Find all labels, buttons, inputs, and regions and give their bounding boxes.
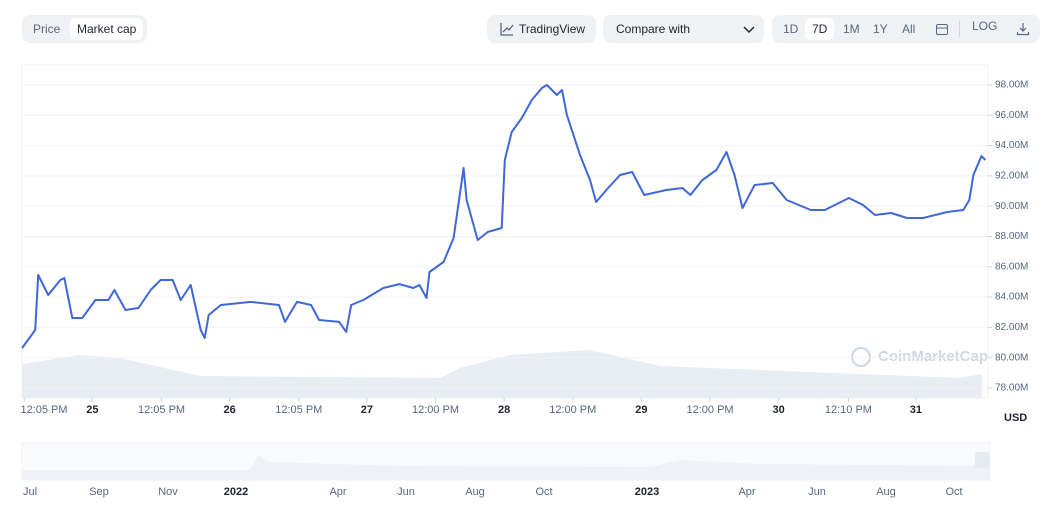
range-group: 1D 7D 1M 1Y All LOG (772, 15, 1040, 43)
x-tick-label: 12:00 PM (412, 404, 459, 416)
download-icon[interactable] (1016, 22, 1030, 36)
range[interactable]: All (902, 22, 916, 36)
range[interactable]: 1Y (873, 22, 888, 36)
navigator-area (22, 455, 990, 480)
navigator-label: Oct (535, 486, 552, 498)
x-tick-label: 27 (361, 404, 373, 416)
y-tick-label: 88.00M (995, 231, 1028, 242)
navigator-label: Jun (397, 486, 415, 498)
separator (959, 21, 960, 37)
x-tick-label: 28 (498, 404, 510, 416)
navigator-label: Apr (738, 486, 755, 498)
x-tick-label: 12:00 PM (549, 404, 596, 416)
navigator-label: 2023 (635, 486, 659, 498)
y-tick-label: 86.00M (995, 261, 1028, 272)
navigator-label: 2022 (224, 486, 248, 498)
x-tick-label: 25 (86, 404, 98, 416)
x-tick-label: 26 (223, 404, 235, 416)
x-tick-label: 12:05 PM (275, 404, 322, 416)
y-tick-label: 82.00M (995, 322, 1028, 333)
navigator-handle[interactable] (975, 452, 989, 468)
range[interactable]: 1D (783, 22, 799, 36)
y-unit: USD (1004, 412, 1027, 424)
x-tick-label: 12:05 PM (20, 404, 67, 416)
select-label: Compare with (616, 22, 691, 36)
y-tick-label: 92.00M (995, 171, 1028, 182)
navigator-label: Oct (945, 486, 962, 498)
navigator-label: Aug (465, 486, 485, 498)
navigator-label: Nov (158, 486, 178, 498)
navigator-label: Aug (876, 486, 896, 498)
y-tick-label: 96.00M (995, 110, 1028, 121)
x-tick-label: 12:05 PM (138, 404, 185, 416)
watermark-logo (851, 347, 871, 367)
navigator-label: Jun (808, 486, 826, 498)
x-tick-label: 31 (910, 404, 922, 416)
volume-area (22, 350, 982, 398)
range[interactable]: 1M (843, 22, 860, 36)
y-tick-label: 98.00M (995, 80, 1028, 91)
range[interactable]: 7D (805, 18, 835, 40)
log-button[interactable]: LOG (972, 19, 998, 33)
y-tick-label: 80.00M (995, 352, 1028, 363)
y-tick-label: 78.00M (995, 383, 1028, 394)
y-tick-label: 94.00M (995, 140, 1028, 151)
series-line (21, 84, 987, 349)
x-tick-label: 12:00 PM (686, 404, 733, 416)
y-tick-label: 84.00M (995, 292, 1028, 303)
calendar-icon[interactable] (935, 22, 949, 36)
chevron (743, 26, 755, 34)
y-tick-label: 90.00M (995, 201, 1028, 212)
x-tick-label: 29 (635, 404, 647, 416)
navigator-label: Sep (89, 486, 109, 498)
x-tick-label: 12:10 PM (825, 404, 872, 416)
tab[interactable]: Market cap (70, 18, 144, 40)
tab[interactable]: Price (33, 22, 61, 36)
navigator-label: Apr (329, 486, 346, 498)
navigator-label: Jul (23, 486, 37, 498)
button-label: TradingView (519, 22, 586, 36)
compare-select[interactable]: Compare with (603, 15, 764, 43)
plot-frame (21, 64, 989, 399)
tab-group: Price Market cap (22, 15, 147, 43)
x-tick-label: 30 (773, 404, 785, 416)
icon (500, 23, 514, 36)
navigator[interactable] (21, 442, 991, 481)
watermark: CoinMarketCap (878, 348, 988, 365)
tradingview-button[interactable]: TradingView (487, 15, 596, 43)
